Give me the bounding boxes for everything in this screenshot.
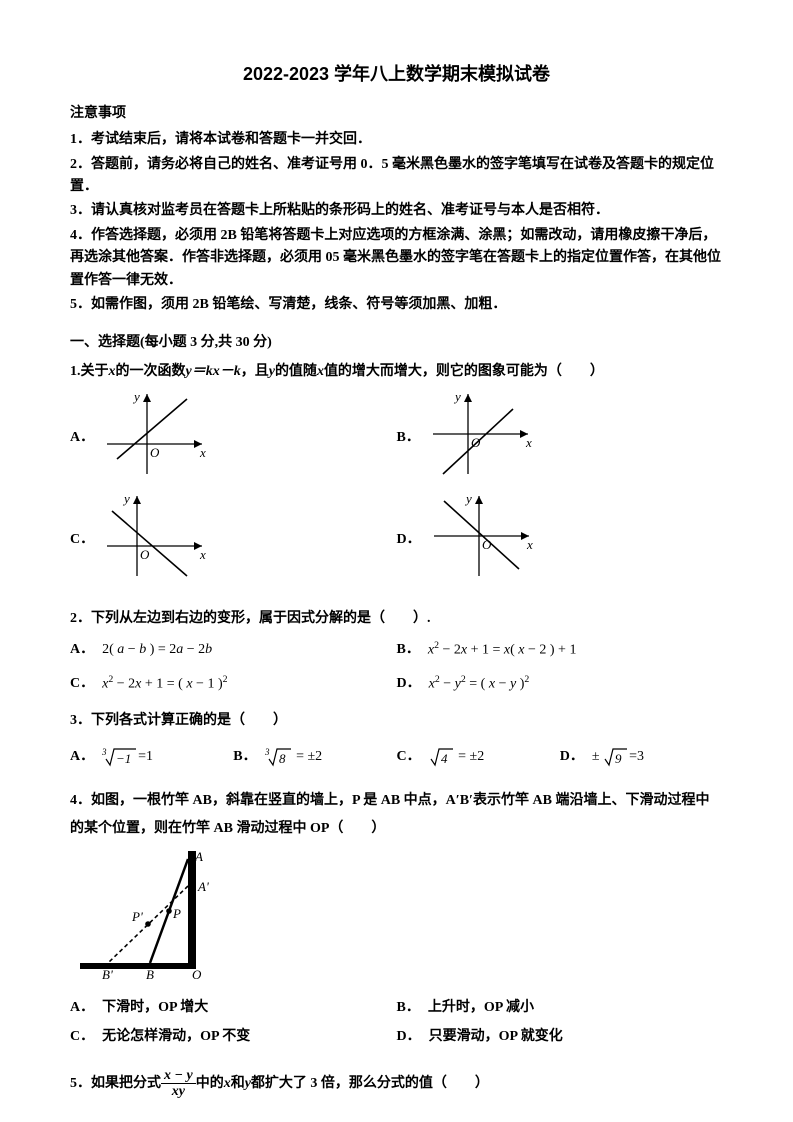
q1-fn: y＝kx－k bbox=[186, 361, 241, 383]
q3-b-expr: 3 8 = ±2 bbox=[265, 745, 323, 769]
svg-text:A: A bbox=[194, 851, 203, 864]
q1-opt-c-label: C． bbox=[70, 529, 94, 551]
q3-options: A． 3 −1 =1 B． 3 8 = ±2 C． 4 = ±2 bbox=[70, 745, 723, 769]
q4-a-label: A． bbox=[70, 997, 94, 1019]
q2-a-label: A． bbox=[70, 639, 94, 661]
q2-b-expr: x2 − 2x + 1 = x( x − 2 ) + 1 bbox=[428, 638, 577, 662]
q2-d-expr: x2 − y2 = ( x − y )2 bbox=[429, 672, 530, 696]
q3-text: 3．下列各式计算正确的是（ ） bbox=[70, 710, 723, 732]
q1-graph-a: x y O bbox=[102, 389, 212, 487]
q3-a-rhs: =1 bbox=[138, 749, 153, 764]
q3-c-label: C． bbox=[397, 746, 421, 768]
q1-opt-a-label: A． bbox=[70, 427, 94, 449]
q4-opts-row1: A． 下滑时，OP 增大 B． 上升时，OP 减小 bbox=[70, 997, 723, 1019]
q5-part: 5．如果把分式 bbox=[70, 1073, 161, 1095]
q2-d-label: D． bbox=[397, 673, 421, 695]
svg-text:O: O bbox=[192, 967, 202, 981]
svg-text:y: y bbox=[122, 491, 130, 506]
q2-row2: C． x2 − 2x + 1 = ( x − 1 )2 D． x2 − y2 =… bbox=[70, 672, 723, 696]
svg-text:4: 4 bbox=[441, 751, 448, 766]
q4-d-text: 只要滑动，OP 就变化 bbox=[429, 1026, 563, 1048]
q3-c-expr: 4 = ±2 bbox=[429, 745, 485, 769]
q4-figure: A A' P P' B B' O bbox=[80, 851, 723, 989]
q5-text: 5．如果把分式 x − y xy 中的 x 和 y 都扩大了 3 倍，那么分式的… bbox=[70, 1068, 723, 1100]
svg-text:P': P' bbox=[131, 909, 143, 924]
instructions-block: 1．考试结束后，请将本试卷和答题卡一并交回． 2．答题前，请务必将自己的姓名、准… bbox=[70, 129, 723, 316]
svg-text:B: B bbox=[146, 967, 154, 981]
q5-part: 中的 bbox=[196, 1073, 224, 1095]
q1-opt-d-label: D． bbox=[397, 529, 421, 551]
q1-graph-d: x y O bbox=[429, 491, 539, 589]
q5-var-x: x bbox=[224, 1073, 231, 1095]
svg-text:O: O bbox=[140, 547, 150, 562]
svg-text:y: y bbox=[453, 389, 461, 404]
page-title: 2022-2023 学年八上数学期末模拟试卷 bbox=[70, 60, 723, 89]
svg-text:x: x bbox=[525, 435, 532, 450]
q2-c-expr: x2 − 2x + 1 = ( x − 1 )2 bbox=[102, 672, 227, 696]
q3-d-pm: ± bbox=[592, 749, 600, 764]
svg-text:A': A' bbox=[197, 879, 209, 894]
q1-var-x: x bbox=[109, 361, 116, 383]
q2-row1: A． 2( a − b ) = 2a − 2b B． x2 − 2x + 1 =… bbox=[70, 638, 723, 662]
q4-a-text: 下滑时，OP 增大 bbox=[102, 997, 208, 1019]
q3-d-label: D． bbox=[560, 746, 584, 768]
svg-text:P: P bbox=[172, 906, 181, 921]
q1-options-row-2: C． x y O D． x y O bbox=[70, 491, 723, 589]
axis-y-label: y bbox=[132, 389, 140, 404]
svg-text:3: 3 bbox=[265, 747, 270, 757]
q5-part: 都扩大了 3 倍，那么分式的值（ ） bbox=[251, 1073, 489, 1095]
q1-part: 1.关于 bbox=[70, 361, 109, 383]
q1-graph-c: x y O bbox=[102, 491, 212, 589]
q1-part: 值的增大而增大，则它的图象可能为（ ） bbox=[324, 361, 604, 383]
q3-a-label: A． bbox=[70, 746, 94, 768]
q4-opts-row2: C． 无论怎样滑动，OP 不变 D． 只要滑动，OP 就变化 bbox=[70, 1026, 723, 1048]
q1-part: 的值随 bbox=[275, 361, 317, 383]
q2-text: 2．下列从左边到右边的变形，属于因式分解的是（ ）. bbox=[70, 608, 723, 630]
instruction-item: 1．考试结束后，请将本试卷和答题卡一并交回． bbox=[70, 129, 723, 151]
svg-text:3: 3 bbox=[102, 747, 107, 757]
q2-a-expr: 2( a − b ) = 2a − 2b bbox=[102, 639, 212, 661]
svg-text:8: 8 bbox=[279, 751, 286, 766]
q4-text: 4．如图，一根竹竿 AB，斜靠在竖直的墙上，P 是 AB 中点，A′B′表示竹竿… bbox=[70, 787, 723, 843]
section-1-heading: 一、选择题(每小题 3 分,共 30 分) bbox=[70, 332, 723, 354]
svg-text:x: x bbox=[526, 537, 533, 552]
q1-text: 1.关于 x 的一次函数 y＝kx－k ，且 y 的值随 x 值的增大而增大，则… bbox=[70, 361, 723, 383]
q1-var-x2: x bbox=[317, 361, 324, 383]
q4-b-label: B． bbox=[397, 997, 420, 1019]
instruction-item: 3．请认真核对监考员在答题卡上所粘贴的条形码上的姓名、准考证号与本人是否相符． bbox=[70, 200, 723, 222]
instruction-item: 2．答题前，请务必将自己的姓名、准考证号用 0．5 毫米黑色墨水的签字笔填写在试… bbox=[70, 154, 723, 199]
q3-b-rhs: = ±2 bbox=[293, 749, 323, 764]
axis-x-label: x bbox=[199, 445, 206, 460]
svg-text:y: y bbox=[464, 491, 472, 506]
q5-part: 和 bbox=[231, 1073, 245, 1095]
svg-text:B': B' bbox=[102, 967, 113, 981]
q1-graph-b: x y O bbox=[428, 389, 538, 487]
q1-part: 的一次函数 bbox=[116, 361, 186, 383]
q5-den: xy bbox=[161, 1084, 196, 1099]
q4-d-label: D． bbox=[397, 1026, 421, 1048]
q5-num: x − y bbox=[161, 1068, 196, 1084]
q4-c-label: C． bbox=[70, 1026, 94, 1048]
q5-fraction: x − y xy bbox=[161, 1068, 196, 1100]
svg-text:x: x bbox=[199, 547, 206, 562]
notice-heading: 注意事项 bbox=[70, 103, 723, 125]
q3-d-rhs: =3 bbox=[629, 749, 644, 764]
svg-text:−1: −1 bbox=[116, 751, 131, 766]
q2-b-label: B． bbox=[397, 639, 420, 661]
q4-b-text: 上升时，OP 减小 bbox=[428, 997, 534, 1019]
q1-part: ，且 bbox=[241, 361, 269, 383]
q3-b-label: B． bbox=[233, 746, 256, 768]
q4-c-text: 无论怎样滑动，OP 不变 bbox=[102, 1026, 250, 1048]
q2-c-label: C． bbox=[70, 673, 94, 695]
origin-label: O bbox=[150, 445, 160, 460]
svg-text:9: 9 bbox=[615, 751, 622, 766]
instruction-item: 5．如需作图，须用 2B 铅笔绘、写清楚，线条、符号等须加黑、加粗． bbox=[70, 294, 723, 316]
q3-d-expr: ± 9 =3 bbox=[592, 745, 644, 769]
instruction-item: 4．作答选择题，必须用 2B 铅笔将答题卡上对应选项的方框涂满、涂黑；如需改动，… bbox=[70, 225, 723, 292]
q3-a-expr: 3 −1 =1 bbox=[102, 745, 153, 769]
q3-c-rhs: = ±2 bbox=[455, 749, 485, 764]
q1-opt-b-label: B． bbox=[397, 427, 420, 449]
q1-options-row-1: A． x y O B． x y O bbox=[70, 389, 723, 487]
